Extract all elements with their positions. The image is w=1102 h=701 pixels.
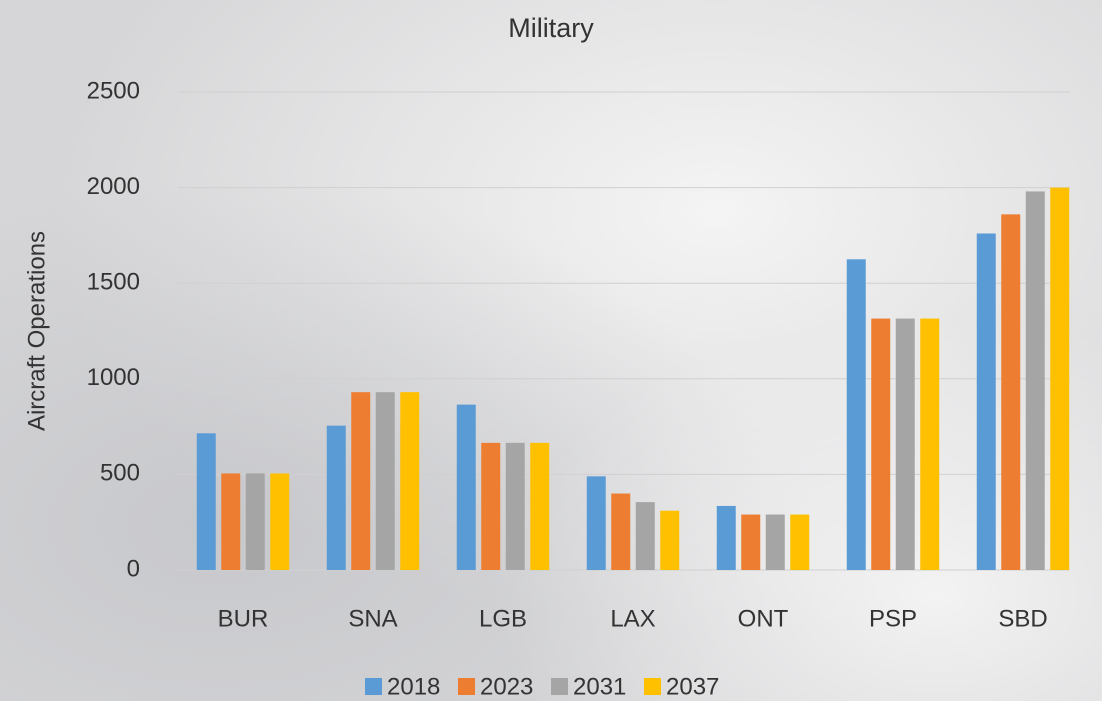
legend-swatch bbox=[458, 678, 475, 695]
bar bbox=[976, 233, 996, 570]
bar bbox=[920, 318, 940, 570]
legend-label: 2018 bbox=[387, 673, 440, 700]
legend-label: 2037 bbox=[666, 673, 719, 700]
bar bbox=[765, 514, 785, 570]
x-tick-label: LGB bbox=[479, 605, 527, 632]
bar bbox=[196, 433, 216, 570]
bar bbox=[1001, 214, 1021, 571]
legend-swatch bbox=[365, 678, 382, 695]
y-tick-label: 2500 bbox=[87, 77, 140, 104]
bar bbox=[790, 514, 810, 570]
bar bbox=[895, 318, 915, 570]
bar bbox=[846, 259, 866, 570]
y-tick-label: 1500 bbox=[87, 269, 140, 296]
x-tick-label: PSP bbox=[869, 605, 917, 632]
bar bbox=[326, 425, 346, 570]
bar bbox=[635, 502, 655, 570]
legend-label: 2023 bbox=[480, 673, 533, 700]
bar bbox=[1050, 187, 1070, 570]
bar bbox=[871, 318, 891, 570]
x-tick-label: SNA bbox=[348, 605, 397, 632]
x-tick-label: ONT bbox=[738, 605, 789, 632]
bar bbox=[400, 392, 420, 570]
x-tick-label: LAX bbox=[610, 605, 655, 632]
bar bbox=[270, 473, 290, 570]
bar bbox=[660, 510, 680, 570]
legend-swatch bbox=[644, 678, 661, 695]
bar bbox=[245, 473, 265, 570]
bar bbox=[481, 442, 501, 570]
bar bbox=[586, 476, 606, 570]
bar bbox=[505, 442, 525, 570]
y-tick-label: 0 bbox=[127, 555, 140, 582]
y-tick-label: 500 bbox=[100, 460, 140, 487]
y-tick-label: 2000 bbox=[87, 173, 140, 200]
bar bbox=[741, 514, 761, 570]
bar bbox=[1025, 191, 1045, 570]
x-tick-label: SBD bbox=[998, 605, 1047, 632]
legend-label: 2031 bbox=[573, 673, 626, 700]
bar bbox=[375, 392, 395, 570]
bar bbox=[351, 392, 371, 570]
legend-swatch bbox=[551, 678, 568, 695]
bar bbox=[456, 404, 476, 570]
bar bbox=[611, 493, 631, 570]
x-tick-label: BUR bbox=[218, 605, 269, 632]
bar bbox=[530, 442, 550, 570]
bar bbox=[716, 505, 736, 570]
chart-title: Military bbox=[508, 13, 594, 43]
y-tick-label: 1000 bbox=[87, 364, 140, 391]
y-axis-label: Aircraft Operations bbox=[23, 231, 50, 431]
bar bbox=[221, 473, 241, 570]
